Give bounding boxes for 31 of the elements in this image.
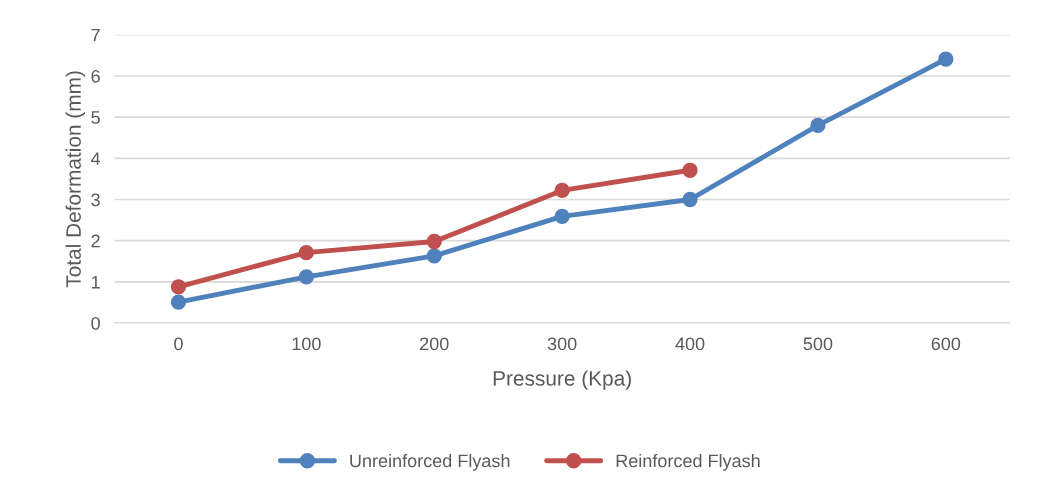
x-tick-label: 100 <box>292 337 321 351</box>
point <box>298 269 314 285</box>
point <box>426 248 442 264</box>
point <box>938 51 954 67</box>
legend-label: Reinforced Flyash <box>616 453 760 471</box>
point <box>682 191 698 208</box>
y-tick-label: 1 <box>91 275 100 289</box>
x-tick-label: 500 <box>803 337 833 351</box>
y-tick-label: 7 <box>91 28 100 42</box>
x-tick-label: 300 <box>547 337 577 351</box>
point <box>298 244 314 261</box>
y-axis-title: Total Deformation (mm) <box>65 71 86 288</box>
x-tick-label: 200 <box>420 337 449 351</box>
x-tick-label: 400 <box>675 337 705 351</box>
point <box>426 233 442 250</box>
legend-label: Unreinforced Flyash <box>350 453 510 471</box>
x-tick-label: 600 <box>931 337 961 351</box>
y-tick-label: 0 <box>91 316 100 330</box>
x-tick-label: 0 <box>174 337 183 351</box>
point <box>682 162 698 178</box>
y-tick-label: 4 <box>91 152 101 165</box>
y-tick-label: 2 <box>91 234 100 248</box>
point <box>554 182 570 199</box>
y-tick-label: 3 <box>91 193 100 207</box>
point <box>170 279 187 295</box>
y-tick-label: 6 <box>91 69 100 83</box>
x-axis-title: Pressure (Kpa) <box>493 370 631 390</box>
y-tick-label: 5 <box>91 111 100 124</box>
point <box>170 294 187 310</box>
point <box>554 208 570 225</box>
point <box>810 117 826 134</box>
